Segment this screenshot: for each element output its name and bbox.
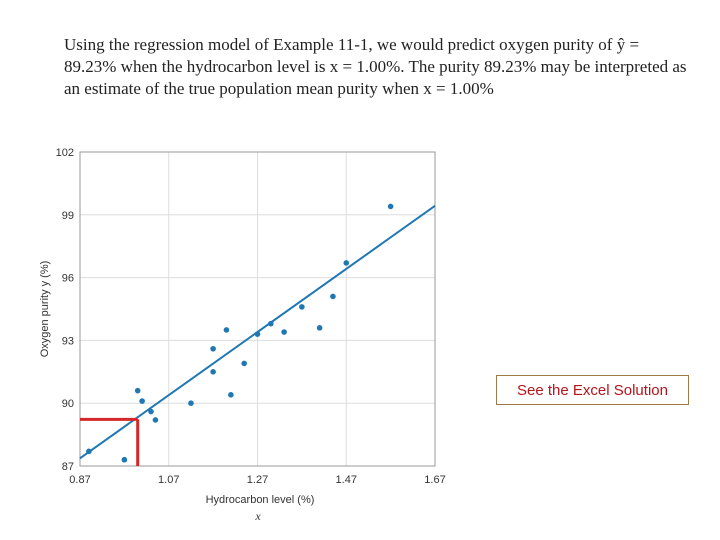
data-point xyxy=(228,392,234,398)
x-tick-label: 1.67 xyxy=(424,474,445,486)
y-tick-label: 87 xyxy=(62,461,74,473)
data-point xyxy=(134,387,141,394)
plot-frame xyxy=(79,151,436,467)
data-point xyxy=(148,408,154,415)
y-tick-label: 93 xyxy=(62,335,74,347)
data-point xyxy=(223,327,230,333)
y-tick-labels: 87 90 93 96 99 102 xyxy=(56,147,74,473)
x-tick-labels: 0.87 1.07 1.27 1.47 1.67 xyxy=(69,474,445,486)
data-point xyxy=(210,345,216,352)
data-point xyxy=(139,398,145,404)
x-axis-symbol: x xyxy=(254,509,261,523)
x-axis-label: Hydrocarbon level (%) xyxy=(206,494,315,506)
excel-solution-button[interactable]: See the Excel Solution xyxy=(496,375,689,405)
data-points xyxy=(86,203,394,463)
x-tick-label: 1.27 xyxy=(247,474,268,486)
data-point xyxy=(330,293,336,300)
data-point xyxy=(210,369,216,375)
data-point xyxy=(86,448,92,455)
intro-line-2: 89.23% when the hydrocarbon level is x =… xyxy=(64,57,687,76)
data-point xyxy=(343,260,350,266)
data-point xyxy=(121,456,128,463)
x-tick-label: 1.07 xyxy=(158,474,179,486)
y-tick-label: 96 xyxy=(62,273,74,285)
y-tick-label: 102 xyxy=(56,147,74,159)
data-point xyxy=(299,304,305,310)
data-point xyxy=(188,400,194,407)
y-axis-label: Oxygen purity y (%) xyxy=(39,261,51,358)
data-point xyxy=(254,331,261,337)
data-point xyxy=(241,360,247,367)
intro-line-1: Using the regression model of Example 11… xyxy=(64,35,640,54)
y-tick-label: 99 xyxy=(62,210,74,222)
data-point xyxy=(316,325,323,331)
data-point xyxy=(152,417,159,423)
data-point xyxy=(387,203,394,210)
intro-text: Using the regression model of Example 11… xyxy=(64,34,694,100)
y-tick-label: 90 xyxy=(62,398,74,410)
x-tick-label: 0.87 xyxy=(69,474,90,486)
data-point xyxy=(281,329,287,335)
data-point xyxy=(268,320,274,327)
intro-line-3: an estimate of the true population mean … xyxy=(64,79,494,98)
prediction-marker xyxy=(80,417,140,466)
x-tick-label: 1.47 xyxy=(336,474,357,486)
